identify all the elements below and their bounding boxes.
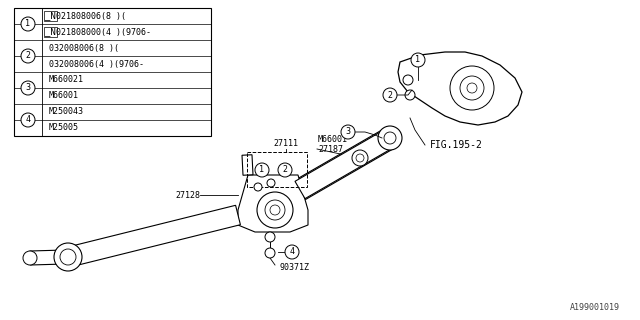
Text: 2: 2 — [26, 52, 31, 60]
Circle shape — [405, 90, 415, 100]
Text: 021808000(4 )(9706-: 021808000(4 )(9706- — [56, 28, 151, 36]
Text: 27111: 27111 — [273, 139, 298, 148]
Text: 3: 3 — [26, 84, 31, 92]
Polygon shape — [238, 175, 308, 232]
Text: 021808006(8 )(: 021808006(8 )( — [56, 12, 126, 20]
Text: 032008006(4 )(9706-: 032008006(4 )(9706- — [49, 60, 144, 68]
Circle shape — [21, 49, 35, 63]
Text: 3: 3 — [346, 127, 351, 137]
Polygon shape — [294, 128, 396, 200]
Circle shape — [460, 76, 484, 100]
Polygon shape — [398, 52, 522, 125]
Circle shape — [467, 83, 477, 93]
Text: 1: 1 — [415, 55, 420, 65]
Circle shape — [257, 192, 293, 228]
Bar — [247, 152, 307, 187]
Text: 1: 1 — [259, 165, 264, 174]
Circle shape — [21, 17, 35, 31]
Circle shape — [378, 126, 402, 150]
Text: 2: 2 — [282, 165, 287, 174]
Text: A199001019: A199001019 — [570, 303, 620, 312]
Text: ̲N: ̲N — [45, 28, 56, 36]
Circle shape — [21, 113, 35, 127]
Circle shape — [341, 125, 355, 139]
Circle shape — [265, 248, 275, 258]
Text: 27187: 27187 — [318, 145, 343, 154]
Text: 27128: 27128 — [175, 190, 200, 199]
Text: M66001: M66001 — [49, 92, 79, 100]
Bar — [14, 8, 211, 136]
Circle shape — [383, 88, 397, 102]
Circle shape — [54, 243, 82, 271]
Polygon shape — [63, 205, 241, 268]
Text: 4: 4 — [26, 116, 31, 124]
Text: FIG.195-2: FIG.195-2 — [430, 140, 483, 150]
Circle shape — [265, 200, 285, 220]
Text: ̲N: ̲N — [45, 12, 56, 20]
Text: 032008006(8 )(: 032008006(8 )( — [49, 44, 119, 52]
Text: 4: 4 — [289, 247, 294, 257]
Text: M66001: M66001 — [318, 134, 348, 143]
Text: 1: 1 — [26, 20, 31, 28]
Text: M660021: M660021 — [49, 76, 84, 84]
Polygon shape — [295, 129, 395, 199]
Circle shape — [265, 232, 275, 242]
Circle shape — [403, 75, 413, 85]
Circle shape — [270, 205, 280, 215]
Circle shape — [450, 66, 494, 110]
Circle shape — [411, 53, 425, 67]
Circle shape — [23, 251, 37, 265]
Circle shape — [255, 163, 269, 177]
Polygon shape — [30, 250, 65, 265]
Circle shape — [285, 245, 299, 259]
Text: 2: 2 — [387, 91, 392, 100]
Circle shape — [278, 163, 292, 177]
Circle shape — [21, 81, 35, 95]
Circle shape — [356, 154, 364, 162]
Circle shape — [267, 179, 275, 187]
Text: M25005: M25005 — [49, 124, 79, 132]
Circle shape — [254, 183, 262, 191]
Text: 90371Z: 90371Z — [280, 263, 310, 273]
Circle shape — [352, 150, 368, 166]
Circle shape — [384, 132, 396, 144]
Polygon shape — [242, 155, 253, 175]
Circle shape — [60, 249, 76, 265]
Text: M250043: M250043 — [49, 108, 84, 116]
